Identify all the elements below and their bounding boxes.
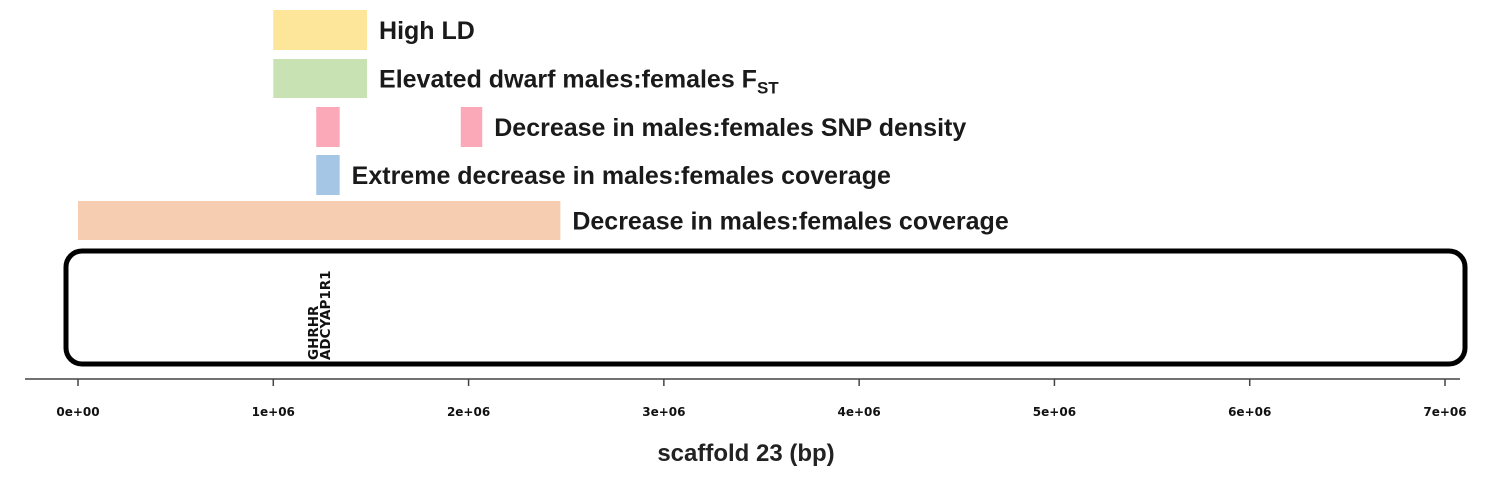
track-0-label: High LD xyxy=(379,17,475,45)
x-tick-label-1: 1e+06 xyxy=(252,405,295,419)
track-3-label: Extreme decrease in males:females covera… xyxy=(352,162,891,190)
track-0-segment-0 xyxy=(273,10,368,50)
gene-label-ghrhr: GHRHR xyxy=(306,305,322,360)
x-tick-label-6: 6e+06 xyxy=(1228,405,1271,419)
track-2-label: Decrease in males:females SNP density xyxy=(494,114,966,142)
track-1-label-subscript: ST xyxy=(757,79,779,98)
track-2-segment-0 xyxy=(316,107,340,147)
x-tick-label-5: 5e+06 xyxy=(1033,405,1076,419)
track-2-segment-1 xyxy=(460,107,483,147)
track-1-label: Elevated dwarf males:females FST xyxy=(379,66,779,98)
x-tick-label-0: 0e+00 xyxy=(56,405,99,419)
x-tick-label-2: 2e+06 xyxy=(447,405,490,419)
scaffold-outline xyxy=(63,248,1468,367)
x-tick-label-3: 3e+06 xyxy=(642,405,685,419)
x-tick-label-4: 4e+06 xyxy=(838,405,881,419)
track-4-segment-0 xyxy=(78,201,561,240)
feature-tracks: High LD Elevated dwarf males:females FST D… xyxy=(78,10,1009,240)
track-3-segment-0 xyxy=(316,155,340,195)
track-1-segment-0 xyxy=(273,59,368,98)
track-4-label: Decrease in males:females coverage xyxy=(572,208,1008,236)
x-axis: 0e+00 1e+06 2e+06 3e+06 4e+06 5e+06 6e+06 7e+06 xyxy=(25,378,1467,419)
gene-label-adcyap1r1: ADCYAP1R1 xyxy=(318,270,334,360)
x-tick-label-7: 7e+06 xyxy=(1423,405,1466,419)
x-axis-title: scaffold 23 (bp) xyxy=(657,440,834,467)
